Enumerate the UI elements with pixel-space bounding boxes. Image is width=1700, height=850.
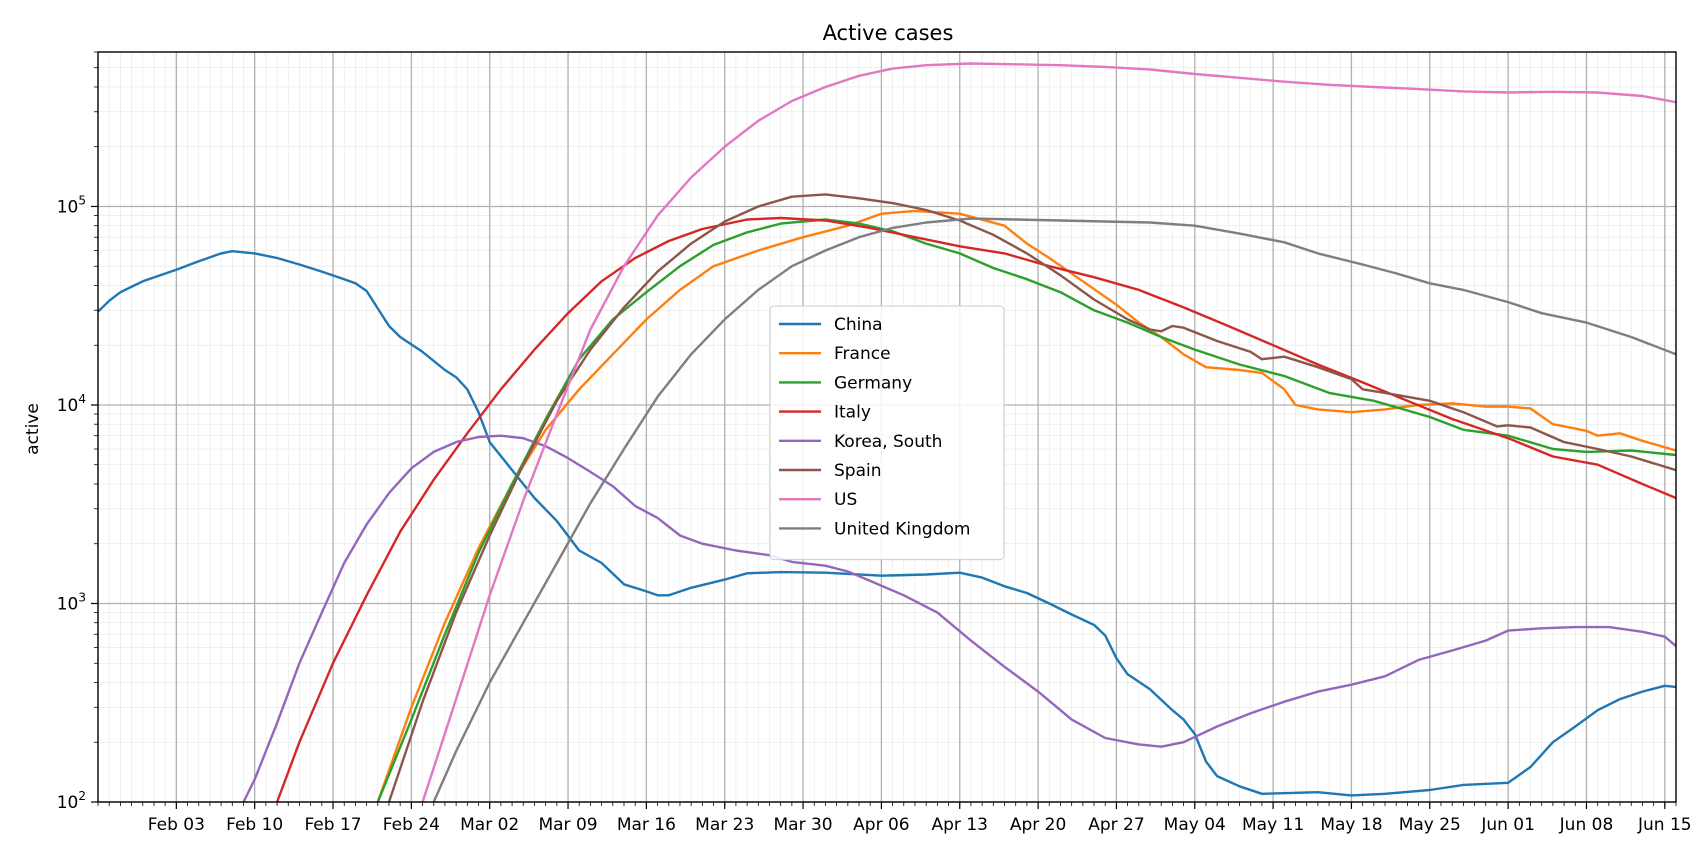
x-tick-label: May 04: [1164, 815, 1226, 835]
x-tick-label: Jun 01: [1480, 815, 1535, 835]
legend-label-us: US: [834, 490, 857, 510]
x-tick-label: May 25: [1399, 815, 1461, 835]
y-axis: 102 103 104 105: [57, 51, 98, 813]
legend-label-france: France: [834, 344, 891, 364]
x-axis: Feb 03 Feb 10 Feb 17 Feb 24 Mar 02 Mar 09 Mar …: [97, 802, 1692, 835]
series-line-spain: [387, 193, 1676, 802]
x-tick-label: Feb 24: [383, 815, 440, 835]
series-lines: [98, 62, 1676, 802]
x-tick-label: May 18: [1320, 815, 1382, 835]
y-tick-label: 105: [57, 193, 86, 217]
chart-title: Active cases: [823, 21, 954, 45]
x-tick-label: Apr 13: [932, 815, 988, 835]
x-tick-label: Feb 17: [304, 815, 361, 835]
x-tick-label: Mar 16: [617, 815, 676, 835]
legend-label-italy: Italy: [834, 403, 871, 423]
x-tick-label: Mar 09: [538, 815, 597, 835]
legend-label-spain: Spain: [834, 461, 882, 481]
y-tick-label: 104: [57, 392, 86, 416]
series-line-korea-south: [242, 434, 1676, 802]
series-line-united-kingdom: [432, 217, 1676, 802]
legend-label-germany: Germany: [834, 373, 912, 393]
legend-box: [769, 305, 1005, 561]
y-tick-label: 102: [57, 789, 86, 813]
series-line-us: [421, 62, 1676, 802]
legend-label-china: China: [834, 315, 883, 335]
x-tick-label: May 11: [1242, 815, 1304, 835]
y-axis-label: active: [23, 403, 43, 455]
y-tick-label: 103: [57, 590, 86, 614]
x-tick-label: Mar 23: [695, 815, 754, 835]
legend-label-korea-south: Korea, South: [834, 432, 942, 452]
series-line-france: [376, 209, 1676, 802]
x-tick-label: Mar 02: [460, 815, 519, 835]
x-tick-label: Feb 10: [226, 815, 283, 835]
x-tick-label: Jun 15: [1637, 815, 1692, 835]
major-grid: [98, 52, 1676, 803]
x-tick-label: Mar 30: [774, 815, 833, 835]
legend-label-united-kingdom: United Kingdom: [834, 519, 970, 539]
series-line-china: [98, 249, 1676, 797]
x-tick-label: Apr 27: [1088, 815, 1144, 835]
x-tick-label: Feb 03: [148, 815, 205, 835]
x-tick-label: Apr 06: [853, 815, 909, 835]
plot-area-frame: [97, 51, 1677, 803]
x-tick-label: Jun 08: [1559, 815, 1614, 835]
x-tick-label: Apr 20: [1010, 815, 1066, 835]
legend: China France Germany Italy Korea, South Spain…: [769, 305, 1005, 561]
